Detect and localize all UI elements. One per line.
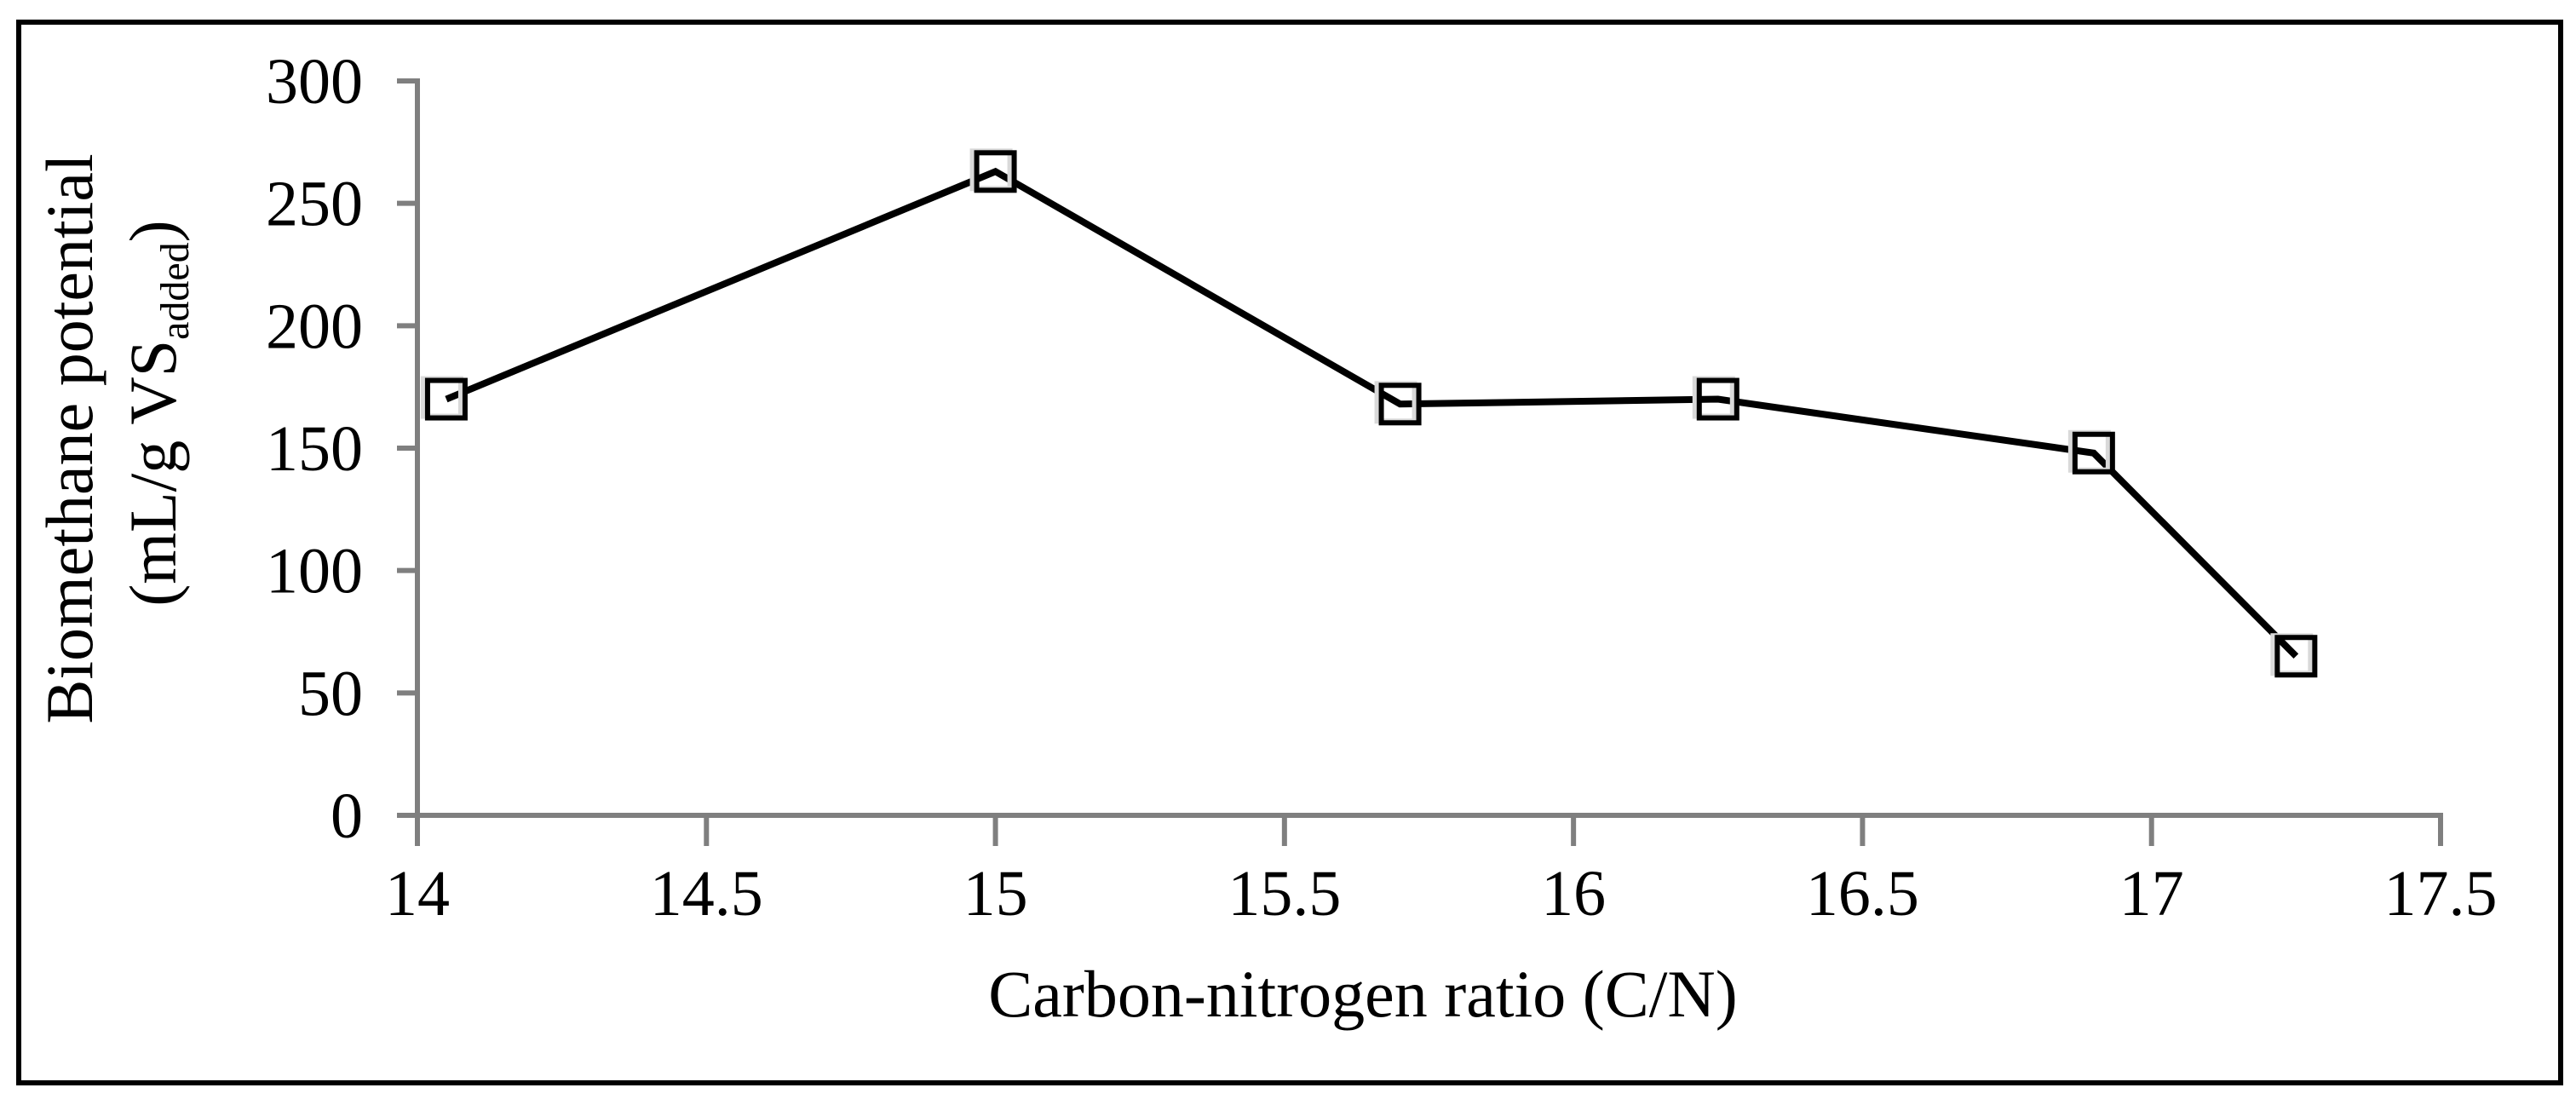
data-point-marker bbox=[1378, 383, 1422, 426]
x-tick-label: 16 bbox=[1541, 858, 1606, 929]
data-point-marker bbox=[1696, 377, 1739, 421]
data-line bbox=[445, 167, 2299, 659]
y-tick-label: 150 bbox=[266, 413, 363, 485]
x-tick-label: 14 bbox=[385, 858, 450, 929]
y-axis-title-line2: (mL/g VSadded) bbox=[116, 220, 198, 606]
y-tick-label: 50 bbox=[298, 658, 363, 729]
data-point-marker bbox=[424, 377, 468, 421]
y-tick-label: 250 bbox=[266, 169, 363, 240]
x-tick-label: 17.5 bbox=[2384, 858, 2498, 929]
x-tick-label: 14.5 bbox=[650, 858, 763, 929]
y-tick-label: 100 bbox=[266, 536, 363, 607]
x-tick-label: 17 bbox=[2119, 858, 2184, 929]
data-point-marker bbox=[2072, 431, 2115, 475]
data-point-marker bbox=[974, 150, 1017, 193]
y-axis-title-line1: Biomethane potential bbox=[32, 153, 106, 723]
x-tick-label: 15 bbox=[963, 858, 1028, 929]
chart-border bbox=[16, 20, 2563, 1085]
y-tick-label: 300 bbox=[266, 46, 363, 118]
x-axis-title: Carbon-nitrogen ratio (C/N) bbox=[988, 957, 1737, 1031]
data-point-marker bbox=[2274, 635, 2318, 678]
x-tick-label: 16.5 bbox=[1806, 858, 1919, 929]
x-tick-label: 15.5 bbox=[1228, 858, 1341, 929]
y-tick-label: 0 bbox=[331, 780, 363, 852]
y-tick-label: 200 bbox=[266, 291, 363, 362]
